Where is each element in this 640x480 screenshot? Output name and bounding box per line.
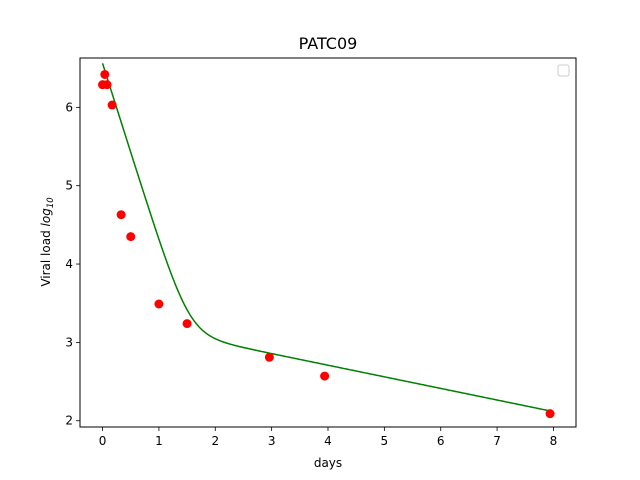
data-point [182,319,192,329]
x-tick-label: 7 [493,434,501,448]
y-tick-label: 4 [65,257,73,271]
y-axis-label-log: log [39,208,53,227]
data-point [107,100,117,110]
legend-box [557,64,570,77]
y-axis-label-subscript: 10 [46,197,56,208]
data-point [116,210,126,220]
data-point [100,69,110,79]
data-point [545,409,555,419]
data-point [154,299,164,309]
x-axis-label: days [314,456,342,470]
y-tick-label: 5 [65,179,73,193]
data-point [320,371,330,381]
y-axis-label: Viral load log10 [39,197,56,286]
x-tick-label: 6 [437,434,445,448]
x-tick-label: 4 [324,434,332,448]
x-tick-label: 2 [211,434,219,448]
fit-curve-line [101,63,551,412]
y-axis-label-prefix: Viral load [39,226,53,286]
marks-layer [98,69,555,419]
x-tick-label: 5 [381,434,389,448]
x-tick-label: 3 [268,434,276,448]
y-tick-label: 6 [65,100,73,114]
ticks-layer: 0 1 2 3 4 5 6 7 8 2 3 4 5 6 [65,100,557,448]
x-tick-label: 0 [99,434,107,448]
x-tick-label: 1 [155,434,163,448]
data-point [126,232,136,242]
y-tick-label: 3 [65,335,73,349]
chart-title: PATC09 [299,34,358,53]
plot-layer [101,63,551,412]
data-point [264,352,274,362]
y-tick-label: 2 [65,414,73,428]
data-point [102,80,112,90]
x-tick-label: 8 [550,434,558,448]
